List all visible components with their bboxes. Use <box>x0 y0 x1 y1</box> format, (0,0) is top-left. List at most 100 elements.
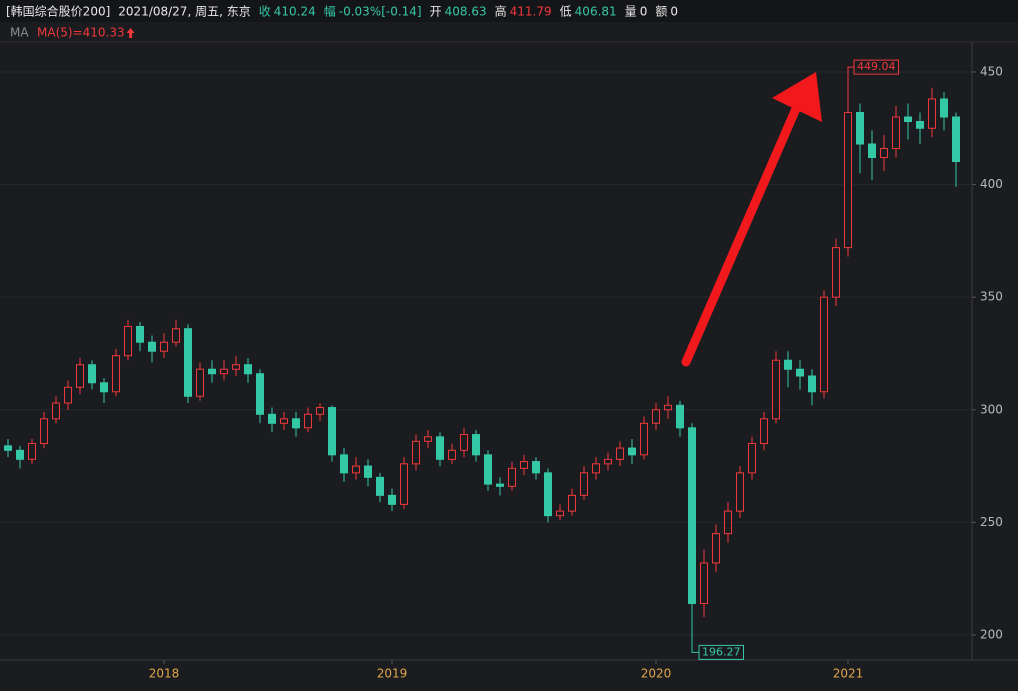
candle-body <box>532 461 540 474</box>
quote-value: 0 <box>670 5 678 19</box>
candle-body <box>736 472 744 512</box>
quote-value: 408.63 <box>445 5 487 19</box>
candle-body <box>220 368 228 375</box>
quote: 收 410.24 幅 -0.03%[-0.14] 开 408.63 高 411.79 低 406.… <box>259 4 678 19</box>
candle-body <box>16 449 24 460</box>
candle-body <box>88 364 96 384</box>
candle-body <box>688 427 696 604</box>
arrow-shaft <box>681 99 803 367</box>
quote-value: 0 <box>640 5 648 19</box>
candle-body <box>904 116 912 123</box>
candle-body <box>460 434 468 451</box>
plot-area <box>0 71 972 644</box>
candle-body <box>832 247 840 298</box>
quote-label: 幅 <box>324 4 336 19</box>
min-leader <box>691 643 699 653</box>
candle-body <box>664 404 672 411</box>
candle-body <box>160 341 168 352</box>
y-tick-label: 350 <box>980 290 1003 304</box>
candle-body <box>436 436 444 460</box>
candle-body <box>808 375 816 393</box>
candle-body <box>604 458 612 465</box>
candle-body <box>472 434 480 456</box>
candle-body <box>820 296 828 393</box>
candle-body <box>628 447 636 456</box>
quote-label: 收 <box>259 5 271 19</box>
candle-body <box>340 454 348 474</box>
candle-body <box>916 121 924 129</box>
title: [韩国综合股价200] <box>6 4 110 19</box>
candle-body <box>268 413 276 424</box>
candle-body <box>184 328 192 397</box>
x-tick-label: 2021 <box>833 667 864 681</box>
quote-label: 低 <box>560 5 572 19</box>
quote-value: 410.24 <box>274 5 316 19</box>
ma-up-arrow <box>126 28 135 38</box>
y-tick-label: 400 <box>980 177 1003 191</box>
max-label: 449.04 <box>857 60 896 73</box>
candle-body <box>844 111 852 249</box>
candle-body <box>52 402 60 420</box>
candle-body <box>256 373 264 415</box>
candle-body <box>928 98 936 129</box>
quote-label: 高 <box>495 4 507 19</box>
header-bar <box>0 0 1018 22</box>
trend-arrow <box>681 72 822 367</box>
candle-body <box>616 447 624 460</box>
candle-body <box>292 418 300 429</box>
ma-label: MA(5)=410.33 <box>37 26 125 40</box>
candle-body <box>112 355 120 393</box>
y-tick-label: 200 <box>980 628 1003 642</box>
candle-body <box>316 407 324 415</box>
candle-body <box>196 368 204 397</box>
candle-body <box>652 409 660 424</box>
y-tick-label: 250 <box>980 515 1003 529</box>
candle-body <box>4 445 12 451</box>
candle-body <box>856 111 864 145</box>
candle-body <box>28 443 36 460</box>
candle-body <box>640 422 648 456</box>
candle-body <box>40 418 48 445</box>
candle-body <box>592 463 600 474</box>
candle-body <box>124 325 132 357</box>
candle-body <box>328 407 336 456</box>
y-tick-label: 300 <box>980 402 1003 416</box>
candle-body <box>760 418 768 445</box>
x-tick-label: 2018 <box>149 667 180 681</box>
candle-body <box>412 440 420 465</box>
candle-body <box>64 386 72 404</box>
candle-body <box>208 368 216 375</box>
candle-body <box>244 364 252 375</box>
candle-body <box>892 116 900 150</box>
indicator: MA <box>10 26 29 40</box>
candle-body <box>172 328 180 343</box>
min-label-box <box>698 644 744 660</box>
candle-body <box>232 364 240 370</box>
candle-body <box>568 494 576 512</box>
candle-body <box>136 325 144 343</box>
candle-body <box>352 465 360 474</box>
candle-body <box>580 472 588 496</box>
candle-body <box>448 449 456 460</box>
candle-body <box>496 483 504 487</box>
max-leader <box>847 66 854 75</box>
candle-body <box>400 463 408 505</box>
candle-body <box>712 533 720 564</box>
candle-body <box>772 359 780 420</box>
candle-body <box>388 494 396 505</box>
max-label-box <box>853 59 899 75</box>
y-tick-label: 450 <box>980 64 1003 78</box>
quote-label: 量 <box>625 5 637 19</box>
quote-label: 额 <box>655 5 667 19</box>
candle-body <box>544 472 552 517</box>
arrow-head <box>772 72 822 122</box>
candle-body <box>784 359 792 370</box>
candle-body <box>676 404 684 429</box>
x-tick-label: 2020 <box>641 667 672 681</box>
candle-body <box>148 341 156 352</box>
quote-value: 406.81 <box>575 5 617 19</box>
candle-body <box>76 364 84 388</box>
candle-body <box>484 454 492 485</box>
candle-body <box>940 98 948 118</box>
